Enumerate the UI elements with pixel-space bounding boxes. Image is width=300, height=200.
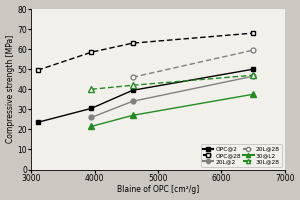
Legend: OPC@2, OPC@28, 20L@2, 20L@28, 30@L2, 30L@28: OPC@2, OPC@28, 20L@2, 20L@28, 30@L2, 30L… <box>201 144 282 167</box>
Y-axis label: Compressive strength [MPa]: Compressive strength [MPa] <box>6 35 15 143</box>
X-axis label: Blaine of OPC [cm²/g]: Blaine of OPC [cm²/g] <box>117 185 199 194</box>
